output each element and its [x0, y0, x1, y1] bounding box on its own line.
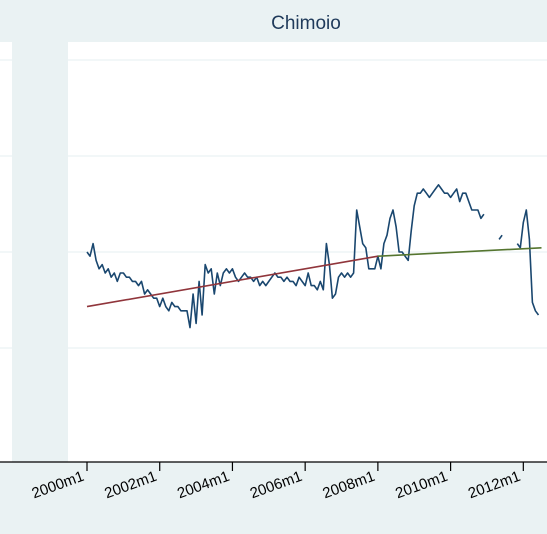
x-tick-label: 2010m1 [393, 468, 450, 503]
series-line [498, 234, 503, 240]
series-layer [86, 184, 542, 329]
x-tick-layer: 2000m1 2002m1 2004m1 2006m1 2008m1 2010m1 2012… [30, 462, 524, 502]
x-tick-label: 2012m1 [466, 468, 523, 503]
x-tick-label: 2004m1 [175, 468, 232, 503]
series-line [377, 247, 542, 257]
x-tick-label: 2006m1 [248, 468, 305, 503]
series-line [86, 255, 379, 308]
x-tick-label: 2008m1 [320, 468, 377, 503]
x-tick-label: 2002m1 [102, 468, 159, 503]
series-line [516, 209, 540, 316]
series-line [86, 184, 485, 329]
x-tick-label: 2000m1 [30, 468, 87, 503]
chart-title: Chimoio [271, 13, 341, 34]
